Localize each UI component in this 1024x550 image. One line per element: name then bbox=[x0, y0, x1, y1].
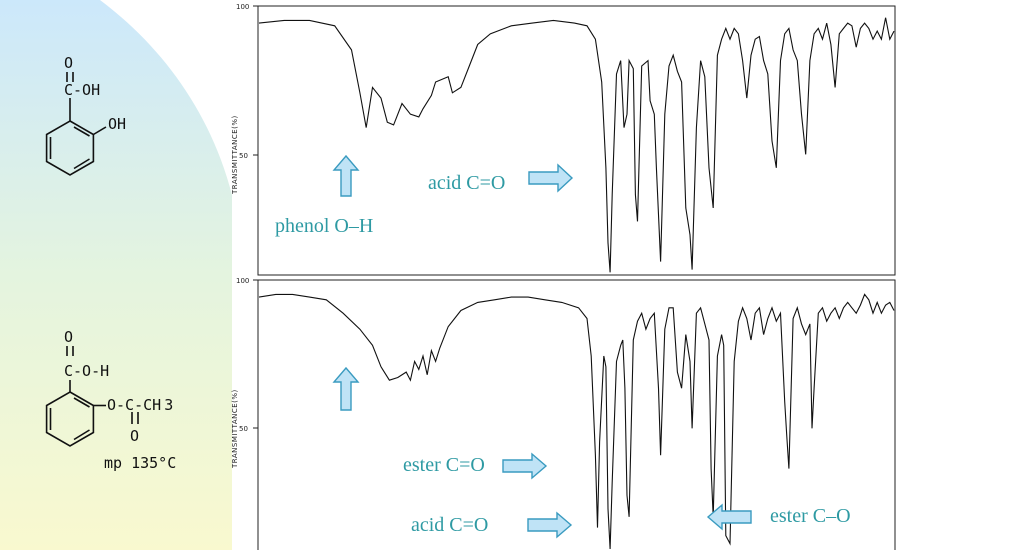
acetoxy-group-label: O-C-CH 3 bbox=[107, 396, 173, 414]
bottom-ytick-100: 100 bbox=[236, 277, 249, 285]
bottom-acid-right-arrow-icon bbox=[527, 511, 573, 539]
melting-point-label: mp 135°C bbox=[104, 454, 176, 472]
carbonyl-oxygen: O bbox=[64, 54, 73, 72]
top-acid-right-arrow-icon bbox=[528, 163, 574, 193]
top-ylabel: TRANSMITTANCE(%) bbox=[231, 115, 239, 195]
ester-carbonyl-oxygen: O bbox=[130, 427, 139, 445]
phenol-up-arrow-bottom-icon bbox=[332, 366, 360, 411]
aspirin-carbonyl-oxygen: O bbox=[64, 328, 73, 346]
bottom-ylabel: TRANSMITTANCE(%) bbox=[231, 389, 239, 469]
bottom-ester-right-arrow-icon bbox=[502, 452, 548, 480]
top-ytick-50: 50 bbox=[239, 152, 248, 160]
bottom-ester-co-left-arrow-icon bbox=[706, 503, 752, 531]
top-acid-co-label: acid C=O bbox=[428, 172, 506, 194]
phenol-oh-label: phenol O–H bbox=[275, 215, 374, 237]
phenol-up-arrow-icon bbox=[332, 154, 360, 197]
bottom-ester-co-label: ester C=O bbox=[403, 454, 485, 476]
bottom-spectrum-frame bbox=[257, 279, 896, 550]
top-ytick-100: 100 bbox=[236, 3, 249, 11]
background-arc bbox=[0, 0, 232, 195]
salicylic-acid-structure: O C-OH OH bbox=[45, 54, 126, 176]
aspirin-carboxyl-label: C-O-H bbox=[64, 362, 109, 380]
top-spectrum-frame bbox=[257, 5, 896, 276]
bottom-spectrum-trace bbox=[258, 293, 895, 550]
carboxyl-group-label: C-OH bbox=[64, 81, 100, 99]
top-spectrum-trace bbox=[258, 17, 895, 273]
hydroxyl-label: OH bbox=[108, 115, 126, 133]
bottom-ester-c-o-label: ester C–O bbox=[770, 505, 851, 527]
bottom-acid-co-label: acid C=O bbox=[411, 514, 489, 536]
bottom-ytick-50: 50 bbox=[239, 425, 248, 433]
aspirin-structure: O C-O-H O-C-CH 3 O mp 135°C bbox=[45, 328, 176, 472]
